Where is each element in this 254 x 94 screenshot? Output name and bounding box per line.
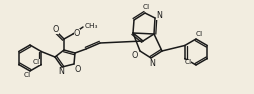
Text: O: O bbox=[132, 50, 138, 60]
Text: Cl: Cl bbox=[184, 60, 191, 66]
Text: N: N bbox=[156, 11, 162, 19]
Text: Cl: Cl bbox=[195, 31, 202, 37]
Text: Cl: Cl bbox=[23, 72, 30, 78]
Text: N: N bbox=[58, 67, 64, 77]
Text: N: N bbox=[149, 60, 155, 69]
Text: CH₃: CH₃ bbox=[84, 23, 98, 29]
Text: O: O bbox=[53, 25, 59, 33]
Text: Cl: Cl bbox=[33, 58, 40, 64]
Text: O: O bbox=[74, 28, 80, 38]
Text: O: O bbox=[75, 64, 81, 74]
Text: Cl: Cl bbox=[142, 4, 150, 10]
